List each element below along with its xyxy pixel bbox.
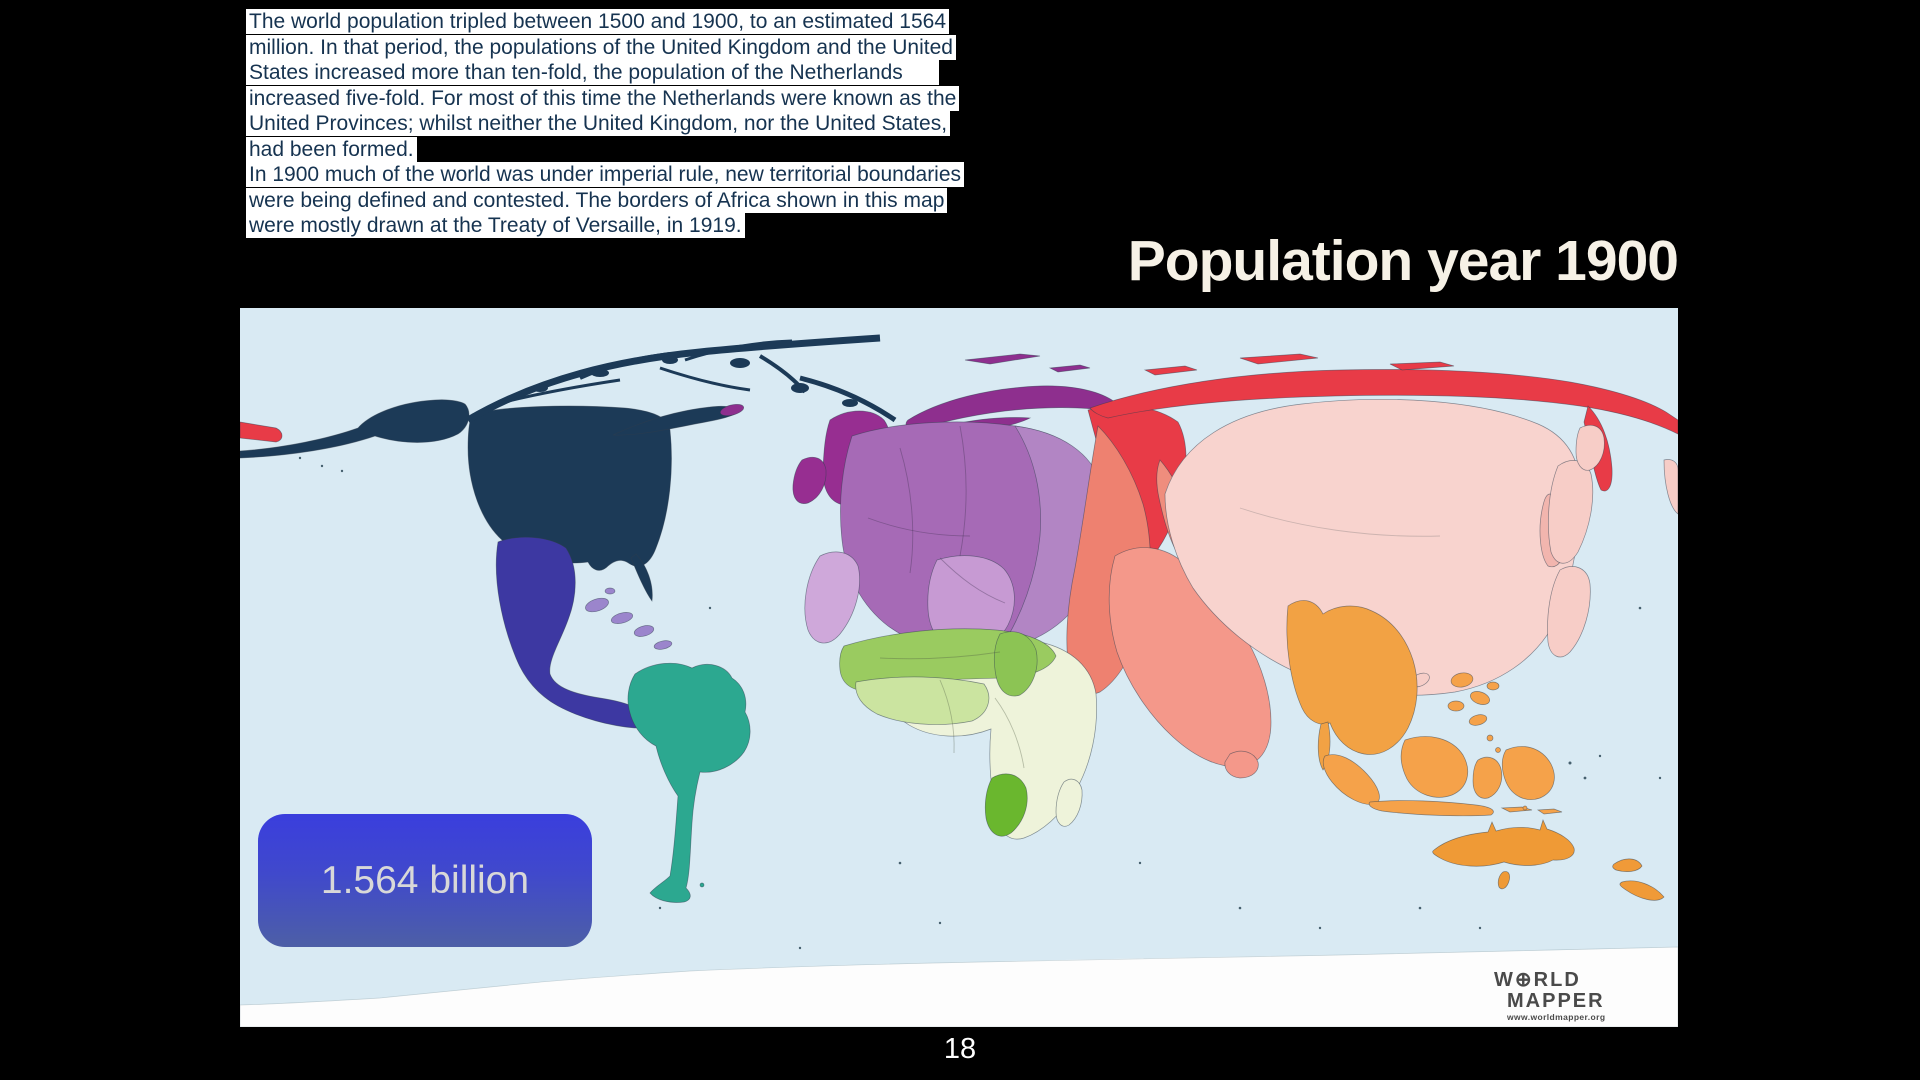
tasmania bbox=[1497, 871, 1510, 890]
description-line: The world population tripled between 150… bbox=[246, 9, 1046, 35]
map-regions bbox=[240, 334, 1678, 1027]
worldmapper-logo: W⊕RLD MAPPER www.worldmapper.org bbox=[1494, 970, 1605, 1022]
ocean-islets bbox=[298, 456, 1662, 970]
description-line: States increased more than ten-fold, the… bbox=[246, 60, 1046, 86]
region-madagascar bbox=[1055, 778, 1083, 827]
alaska bbox=[240, 399, 470, 459]
region-india bbox=[1108, 547, 1272, 779]
slide-title: Population year 1900 bbox=[1127, 229, 1679, 293]
worldmapper-logo-url: www.worldmapper.org bbox=[1507, 1012, 1606, 1022]
world-population-cartogram: 1.564 billion W⊕RLD MAPPER www.worldmapp… bbox=[240, 308, 1678, 1027]
iceland bbox=[719, 403, 745, 417]
canada-islands bbox=[532, 356, 858, 407]
region-ireland bbox=[792, 456, 827, 504]
description-paragraph: The world population tripled between 150… bbox=[246, 9, 1046, 239]
region-australia bbox=[1432, 818, 1575, 890]
florida bbox=[630, 553, 653, 602]
chukotka-west-edge bbox=[240, 421, 283, 443]
region-north-america bbox=[240, 399, 741, 602]
description-line: had been formed. bbox=[246, 136, 1046, 163]
description-line: were being defined and contested. The bo… bbox=[246, 187, 1046, 214]
region-new-zealand bbox=[1612, 858, 1665, 901]
region-iberia bbox=[804, 551, 860, 644]
description-line: million. In that period, the populations… bbox=[246, 34, 1046, 61]
description-line: increased five-fold. For most of this ti… bbox=[246, 85, 1046, 112]
new-guinea bbox=[1501, 746, 1555, 800]
worldmapper-logo-line1: W⊕RLD bbox=[1494, 969, 1581, 991]
europe-country-borders bbox=[867, 425, 1006, 604]
africa-country-borders bbox=[879, 651, 1025, 769]
description-line: United Provinces; whilst neither the Uni… bbox=[246, 111, 1046, 137]
page-number: 18 bbox=[943, 1033, 977, 1065]
worldmapper-logo-line2: MAPPER bbox=[1507, 990, 1605, 1012]
us-blob bbox=[467, 405, 672, 571]
population-total-value: 1.564 billion bbox=[320, 858, 530, 902]
sulawesi bbox=[1472, 756, 1503, 799]
description-line: In 1900 much of the world was under impe… bbox=[246, 162, 1046, 188]
region-africa-west bbox=[855, 676, 990, 725]
region-japan bbox=[1547, 424, 1678, 658]
china-interior-border bbox=[1239, 507, 1441, 537]
borneo bbox=[1400, 736, 1469, 798]
sri-lanka bbox=[1224, 750, 1259, 779]
region-south-africa bbox=[984, 773, 1028, 837]
globe-icon: ⊕ bbox=[1514, 969, 1534, 991]
philippines bbox=[1450, 672, 1474, 688]
russia-siberia-arc bbox=[1089, 369, 1678, 435]
region-south-america bbox=[627, 662, 751, 903]
region-egypt bbox=[994, 631, 1038, 697]
region-indonesia bbox=[1322, 672, 1563, 817]
region-caribbean bbox=[585, 587, 673, 650]
java bbox=[1368, 800, 1494, 817]
region-antarctica bbox=[240, 946, 1678, 1027]
population-total-badge: 1.564 billion bbox=[258, 814, 592, 947]
description-line: were mostly drawn at the Treaty of Versa… bbox=[246, 213, 1046, 239]
